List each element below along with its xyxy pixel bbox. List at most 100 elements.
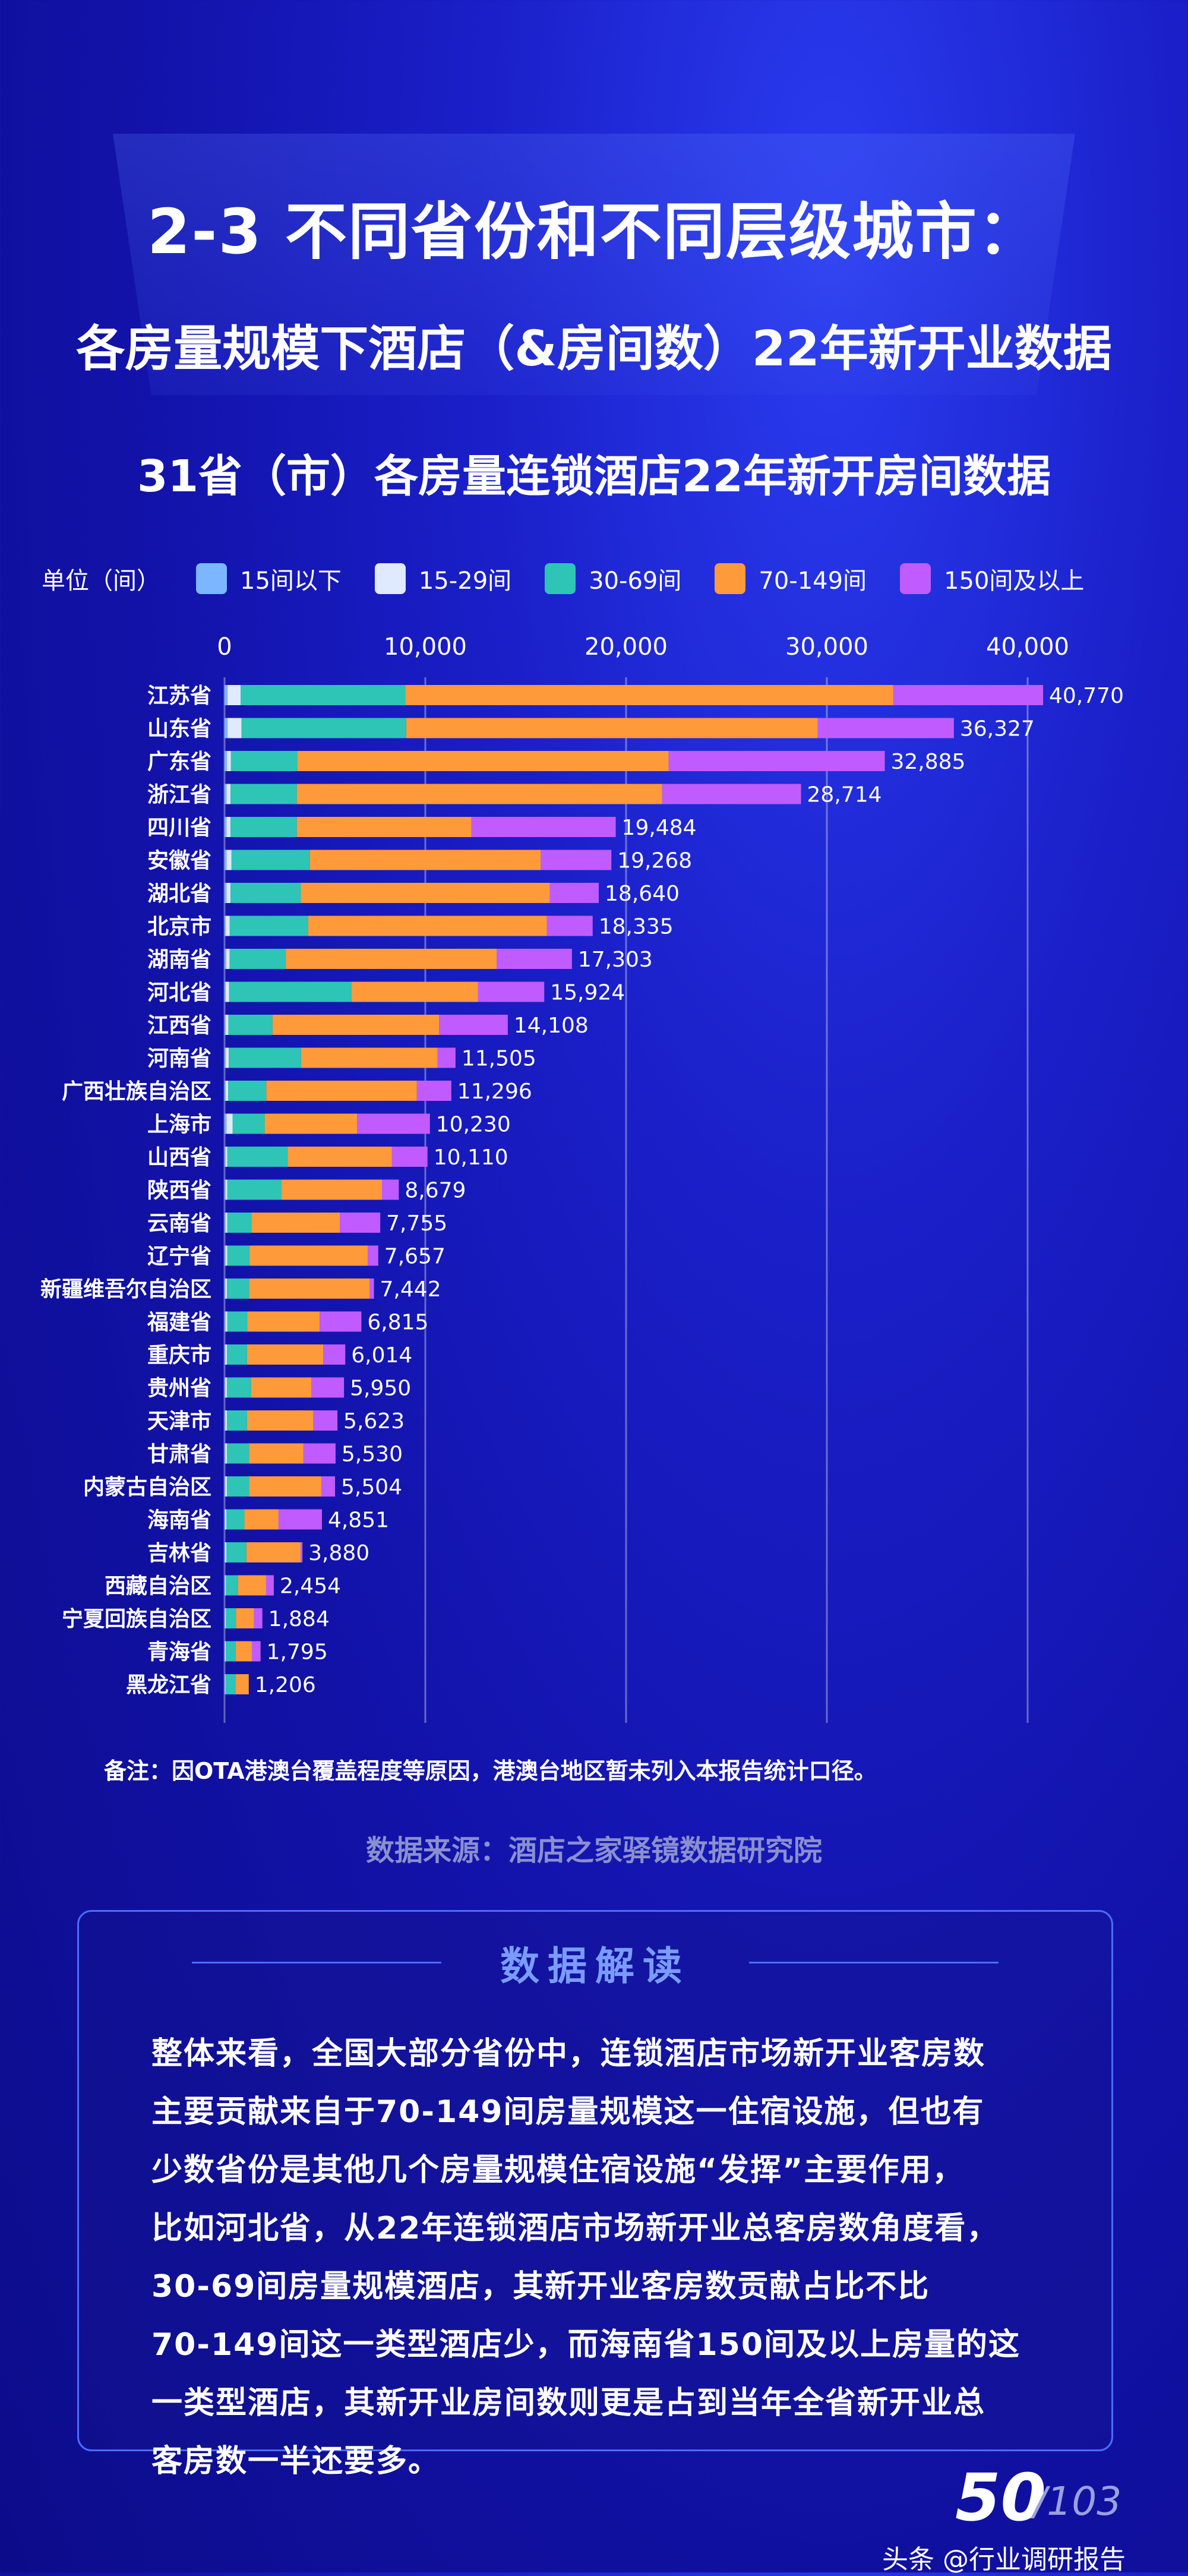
legend-swatch: [196, 563, 227, 594]
bar-segment: [228, 1081, 267, 1101]
bar-segment: [541, 850, 612, 870]
legend-item: 30-69间: [545, 561, 681, 596]
panel-divider-left: [192, 1962, 441, 1963]
bar-segment: [281, 1179, 382, 1200]
total-label: 5,530: [342, 1442, 403, 1467]
bar-segment: [320, 1311, 362, 1332]
insight-text: 整体来看，全国大部分省份中，连锁酒店市场新开业客房数 主要贡献来自于70-149…: [151, 2025, 1042, 2490]
legend-swatch: [900, 563, 931, 594]
total-label: 8,679: [405, 1179, 466, 1203]
x-tick-label: 10,000: [384, 633, 467, 661]
insight-title: 数据解读: [500, 1943, 690, 1989]
category-label: 山东省: [147, 717, 211, 741]
total-label: 28,714: [807, 783, 882, 807]
category-label: 西藏自治区: [105, 1574, 211, 1599]
total-label: 7,442: [380, 1277, 441, 1302]
bar-segment: [225, 1147, 228, 1167]
bar-segment: [308, 916, 547, 936]
bar-segment: [225, 1443, 228, 1464]
bar-segment: [225, 1213, 228, 1233]
bar-segment: [225, 1674, 236, 1694]
bar-segment: [225, 883, 227, 903]
total-label: 19,268: [617, 849, 692, 873]
watermark: 头条 @行业调研报告: [882, 2545, 1126, 2575]
bar-segment: [391, 1147, 428, 1167]
bar-segment: [230, 784, 297, 804]
bar-segment: [226, 817, 231, 837]
bar-segment: [303, 1443, 336, 1464]
category-label: 湖北省: [147, 882, 211, 906]
bar-segment: [228, 1015, 273, 1035]
chart-legend: 单位（间） 15间以下 15-29间 30-69间 70-149间 150间及以…: [42, 561, 1117, 596]
legend-label: 15间以下: [240, 567, 342, 595]
bar-segment: [225, 685, 228, 705]
bar-segment: [226, 1015, 229, 1035]
bar-segment: [229, 981, 352, 1002]
category-label: 安徽省: [147, 849, 211, 873]
category-label: 广西壮族自治区: [62, 1079, 211, 1104]
bar-segment: [278, 1509, 322, 1530]
total-label: 2,454: [280, 1574, 341, 1599]
bar-segment: [340, 1213, 381, 1233]
bar-segment: [668, 751, 885, 771]
bar-segment: [368, 1245, 378, 1266]
bar-segment: [225, 784, 227, 804]
bar-segment: [225, 1081, 226, 1101]
bar-segment: [229, 1047, 301, 1068]
legend-unit-label: 单位（间）: [42, 567, 160, 595]
category-label: 上海市: [147, 1113, 211, 1137]
bar-segment: [313, 1410, 338, 1431]
total-label: 14,108: [514, 1014, 589, 1038]
bar-segment: [817, 718, 954, 738]
bar-segment: [226, 1641, 236, 1662]
legend-item: 70-149间: [715, 561, 867, 596]
bar-segment: [471, 817, 616, 837]
bar-segment: [227, 1213, 252, 1233]
total-label: 7,755: [386, 1211, 447, 1236]
bar-segment: [225, 1179, 228, 1200]
total-label: 3,880: [308, 1541, 369, 1565]
insight-line: 主要贡献来自于70-149间房量规模这一住宿设施，但也有: [151, 2094, 985, 2130]
bar-segment: [301, 883, 550, 903]
total-label: 1,884: [268, 1607, 330, 1631]
total-label: 15,924: [550, 981, 625, 1005]
bar-segment: [226, 1509, 245, 1530]
bar-segment: [225, 1608, 226, 1628]
total-label: 6,815: [367, 1311, 428, 1335]
bar-segment: [230, 751, 298, 771]
panel-divider-right: [749, 1962, 999, 1963]
bar-segment: [357, 1113, 430, 1134]
bar-segment: [228, 685, 241, 705]
bar-segment: [546, 916, 593, 936]
bar-segment: [225, 1278, 228, 1299]
page-title: 2-3 不同省份和不同层级城市：: [147, 195, 1041, 268]
bar-segment: [311, 1377, 345, 1398]
total-label: 10,230: [436, 1113, 511, 1137]
bar-segment: [225, 1147, 226, 1167]
bar-segment: [232, 1113, 265, 1134]
legend-label: 150间及以上: [944, 567, 1085, 595]
bar-segment: [226, 850, 232, 870]
bar-segment: [254, 1608, 263, 1628]
x-tick-label: 0: [217, 633, 232, 661]
bar-segment: [225, 1245, 228, 1266]
bar-segment: [496, 949, 572, 969]
bar-segment: [225, 1410, 228, 1431]
total-label: 18,640: [605, 882, 680, 906]
insight-line: 30-69间房量规模酒店，其新开业客房数贡献占比不比: [151, 2269, 930, 2304]
bar-segment: [225, 1674, 226, 1694]
legend-swatch: [545, 563, 576, 594]
bar-segment: [249, 1476, 321, 1497]
category-label: 福建省: [147, 1311, 211, 1335]
bar-segment: [247, 1410, 314, 1431]
bar-segment: [439, 1015, 508, 1035]
total-label: 5,950: [350, 1377, 411, 1401]
title-banner: [113, 134, 1075, 395]
total-label: 40,770: [1049, 684, 1124, 708]
bar-segment: [478, 981, 545, 1002]
bar-segment: [264, 1113, 358, 1134]
bar-segment: [241, 685, 406, 705]
legend-swatch: [374, 563, 406, 594]
bar-segment: [296, 784, 662, 804]
bar-segment: [226, 1542, 247, 1562]
